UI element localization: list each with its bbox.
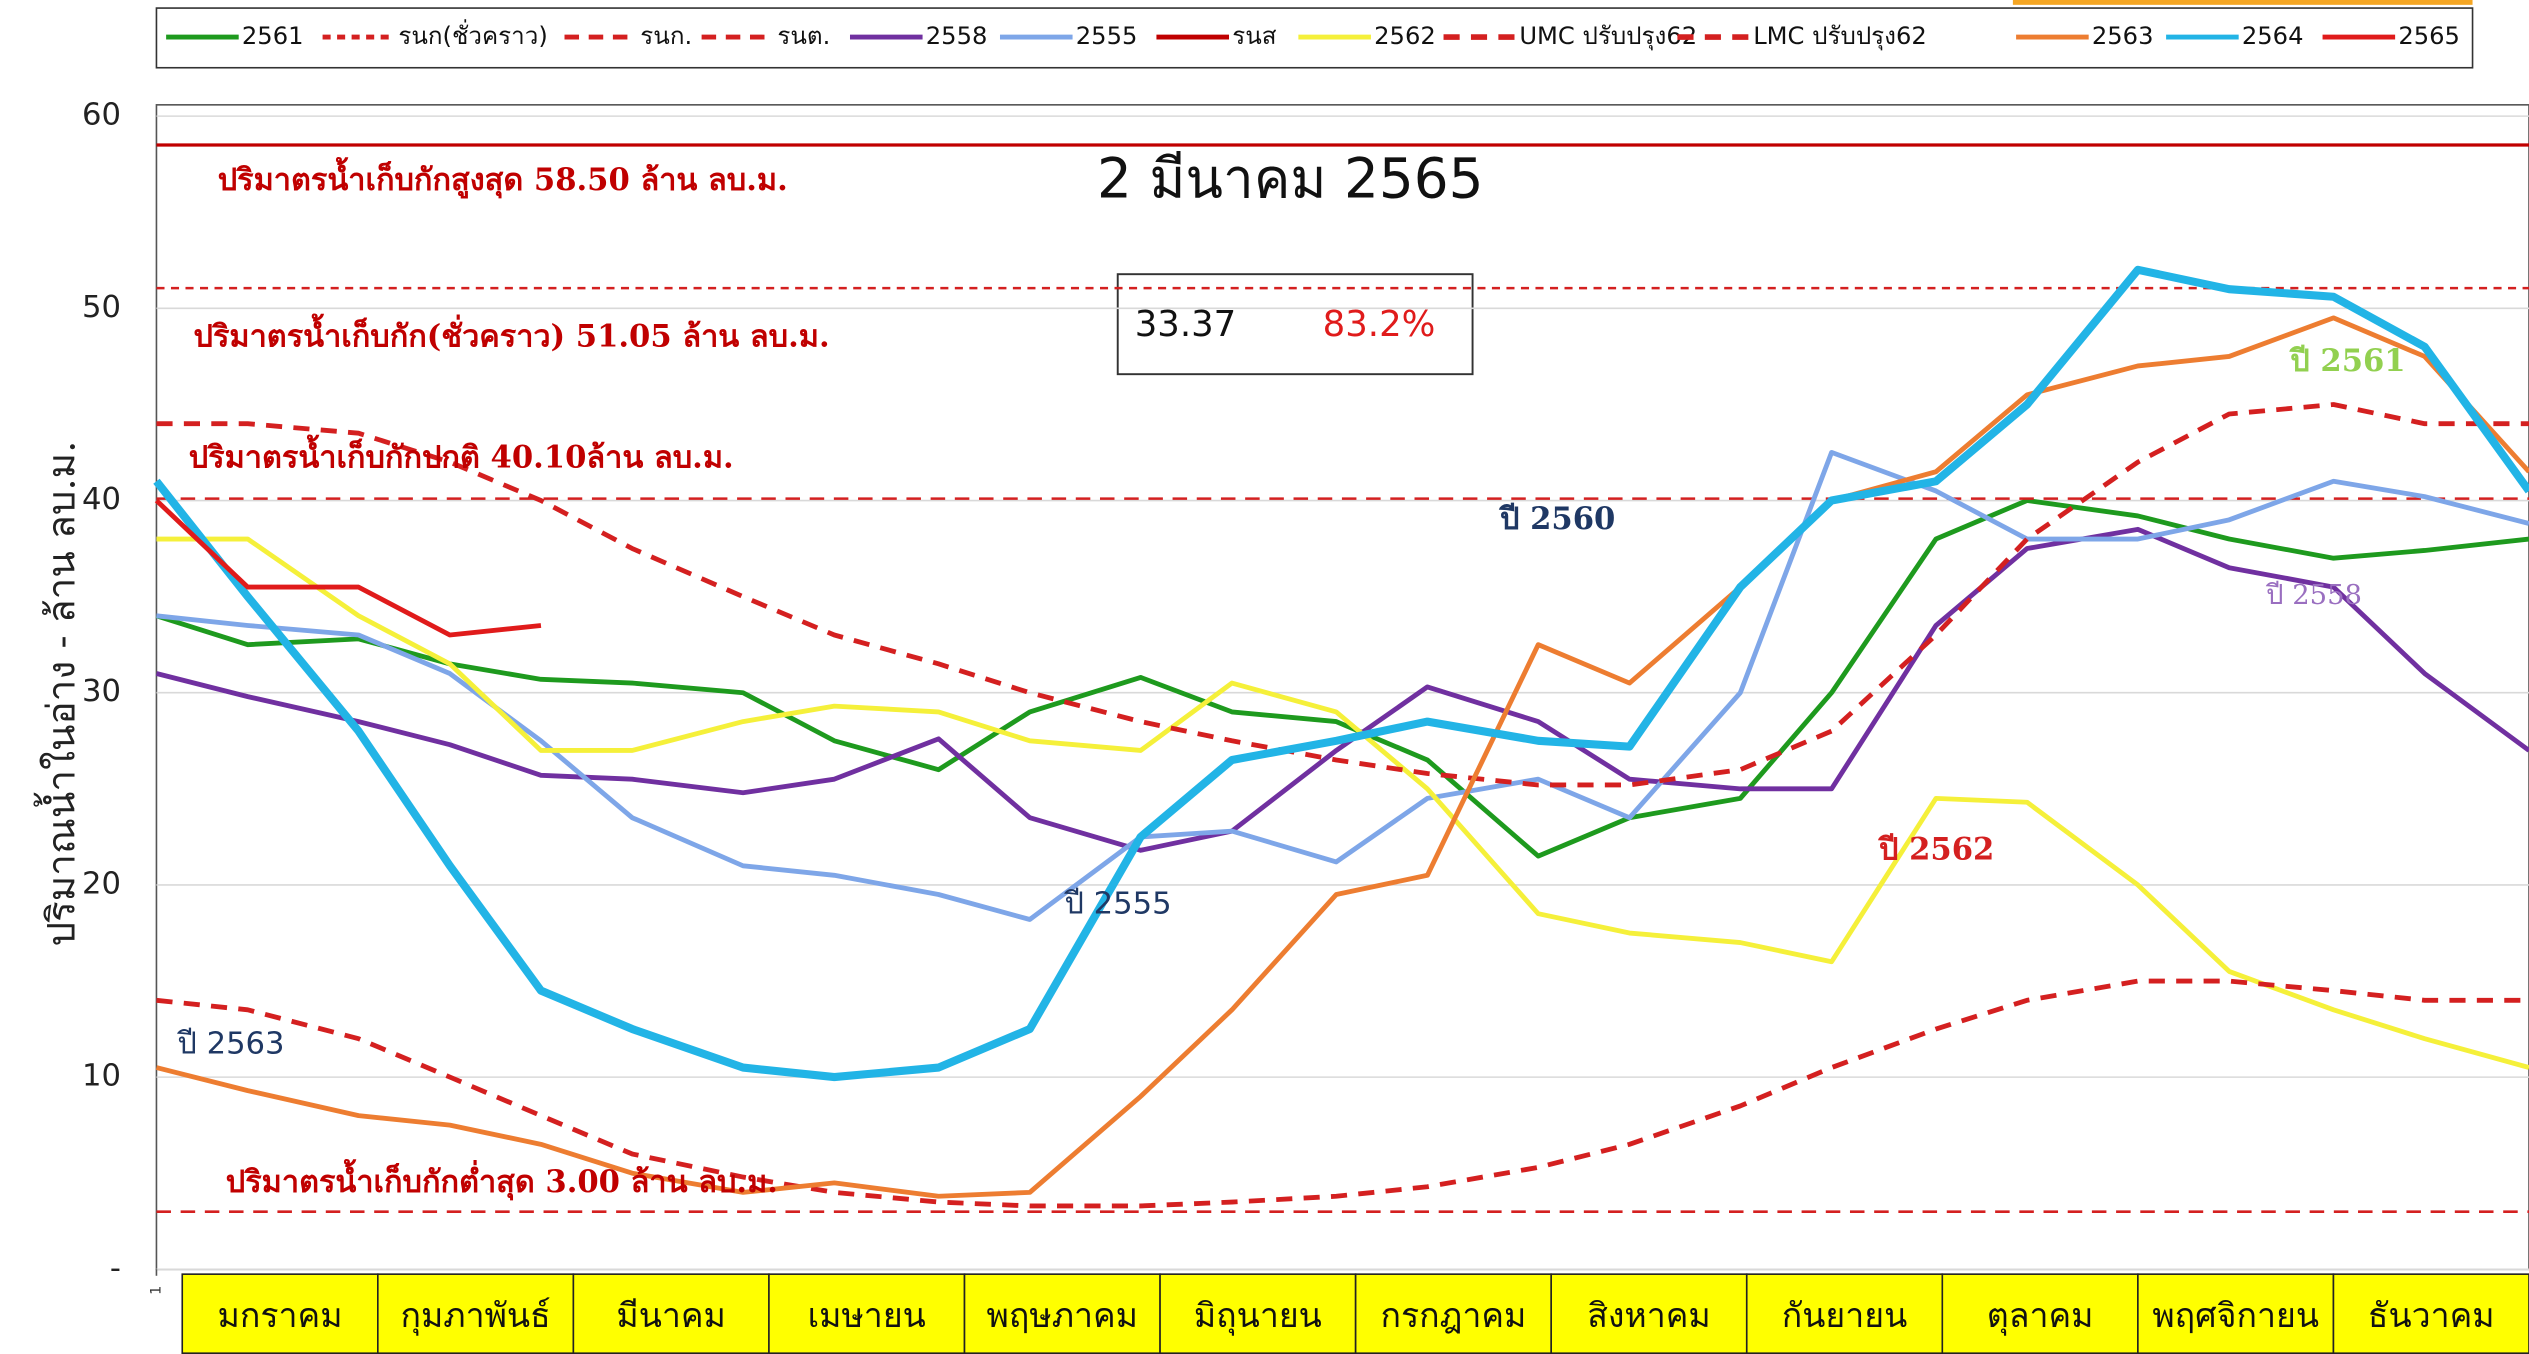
legend-label: รนส (1232, 22, 1277, 50)
annotation: ปี 2562 (1877, 832, 1994, 868)
series-line (154, 498, 542, 638)
month-label: มิถุนายน (1194, 1296, 1322, 1336)
y-tick-label: 20 (82, 866, 121, 901)
legend-label: 2558 (926, 22, 988, 50)
month-label: กันยายน (1782, 1296, 1908, 1335)
series-line (156, 978, 2529, 1209)
annotation: ปริมาตรน้ำเก็บกักต่ำสุด 3.00 ล้าน ลบ.ม. (226, 1159, 778, 1201)
y-tick-label: 30 (82, 674, 121, 709)
month-box (2137, 1273, 2335, 1354)
legend-label: รนต. (777, 22, 830, 50)
month-box (2332, 1273, 2529, 1354)
month-box (963, 1273, 1161, 1354)
legend-label: รนก(ชั่วคราว) (398, 19, 547, 50)
legend-label: รนก. (640, 22, 692, 50)
series-line (155, 526, 2529, 853)
legend-label: UMC ปรับปรุง62 (1519, 22, 1697, 51)
legend-label: 2563 (2092, 22, 2154, 50)
annotation: ปริมาตรน้ำเก็บกักสูงสุด 58.50 ล้าน ลบ.ม. (218, 157, 788, 199)
month-label: มกราคม (218, 1296, 343, 1335)
info-value: 33.37 (1135, 304, 1237, 345)
series-line (155, 498, 2529, 859)
month-box (181, 1273, 379, 1354)
legend-label: 2562 (1374, 22, 1436, 50)
legend-label: 2564 (2242, 22, 2304, 50)
series-line (156, 536, 2529, 1070)
month-box (572, 1273, 770, 1354)
series-line (156, 449, 2529, 922)
y-tick-label: 10 (82, 1059, 121, 1094)
month-box (1745, 1273, 1944, 1354)
x-tick-label: 1 (148, 1286, 164, 1295)
annotation: ปี 2560 (1498, 501, 1615, 537)
month-box (377, 1273, 575, 1354)
info-percent: 83.2% (1323, 304, 1436, 345)
annotation: ปี 2558 (2265, 580, 2362, 611)
month-box (1354, 1273, 1552, 1354)
annotation: ปริมาตรน้ำเก็บกักปกติ 40.10ล้าน ลบ.ม. (189, 435, 734, 476)
annotation: ปริมาตรน้ำเก็บกัก(ชั่วคราว) 51.05 ล้าน ล… (194, 314, 830, 355)
y-tick-label: 60 (82, 98, 121, 133)
series-layer (153, 143, 2529, 1213)
month-label: กุมภาพันธ์ (400, 1296, 550, 1336)
month-label: ธันวาคม (2368, 1296, 2495, 1335)
series-line (153, 265, 2529, 1082)
y-tick-label: 50 (82, 290, 121, 325)
month-box (768, 1273, 966, 1354)
month-label: มีนาคม (616, 1296, 725, 1335)
month-label: พฤศจิกายน (2152, 1296, 2319, 1335)
month-label: พฤษภาคม (987, 1296, 1138, 1335)
series-line (155, 315, 2529, 1199)
annotation: ปี 2563 (177, 1027, 285, 1062)
info-box (1116, 273, 1474, 376)
legend-label: 2555 (1076, 22, 1138, 50)
legend-label: 2561 (242, 22, 304, 50)
month-label: เมษายน (808, 1296, 926, 1335)
y-axis-label: ปริมาณน้ำในอ่าง - ล้าน ลบ.ม. (34, 441, 85, 947)
legend-label: 2565 (2398, 22, 2460, 50)
series-line (156, 402, 2529, 788)
month-box (1550, 1273, 1748, 1354)
chart-title: 2 มีนาคม 2565 (1097, 146, 1484, 210)
legend-label: LMC ปรับปรุง62 (1753, 22, 1927, 51)
y-tick-label: - (110, 1251, 121, 1286)
corner-strip (2012, 0, 2473, 5)
annotation: ปี 2561 (2289, 343, 2406, 379)
annotation: ปี 2555 (1064, 886, 1172, 921)
month-label: กรกฎาคม (1380, 1296, 1526, 1335)
y-tick-label: 40 (82, 482, 121, 517)
month-label: สิงหาคม (1587, 1296, 1711, 1335)
month-label: ตุลาคม (1987, 1296, 2094, 1336)
month-box (1941, 1273, 2139, 1354)
